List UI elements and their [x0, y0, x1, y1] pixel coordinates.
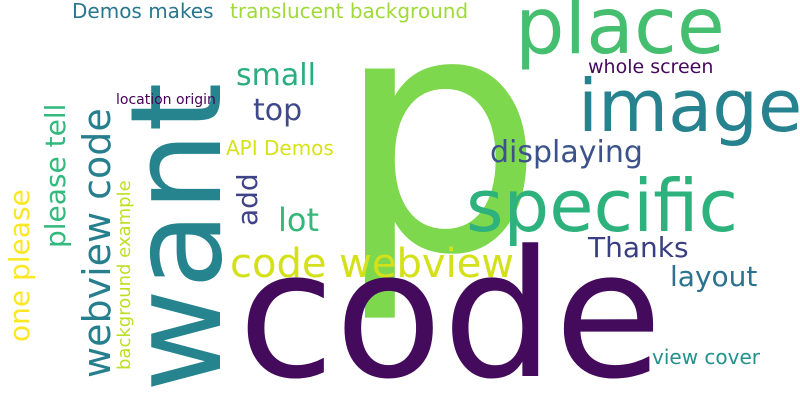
word-webview-code: webview code: [75, 108, 119, 378]
word-please-tell: please tell: [39, 103, 72, 248]
word-location-origin: location origin: [116, 92, 216, 108]
word-code-webview: code webview: [230, 241, 515, 287]
word-background-example: background example: [114, 180, 135, 370]
word-api-demos: API Demos: [226, 136, 334, 160]
word-top: top: [253, 93, 303, 128]
word-thanks: Thanks: [588, 231, 689, 264]
word-one-please: one please: [3, 189, 36, 342]
word-p: p: [335, 0, 545, 327]
word-whole-screen: whole screen: [588, 56, 714, 78]
word-code-large: code: [238, 213, 663, 400]
word-displaying: displaying: [490, 135, 643, 170]
word-small: small: [236, 58, 316, 93]
word-demos-makes: Demos makes: [72, 0, 214, 23]
word-layout: layout: [670, 260, 758, 293]
word-image: image: [578, 64, 800, 148]
word-translucent-background: translucent background: [230, 0, 469, 23]
word-add: add: [231, 173, 264, 226]
word-lot: lot: [278, 201, 320, 239]
word-specific: specific: [466, 164, 739, 248]
word-view-cover: view cover: [652, 345, 761, 369]
word-place: place: [515, 0, 725, 72]
